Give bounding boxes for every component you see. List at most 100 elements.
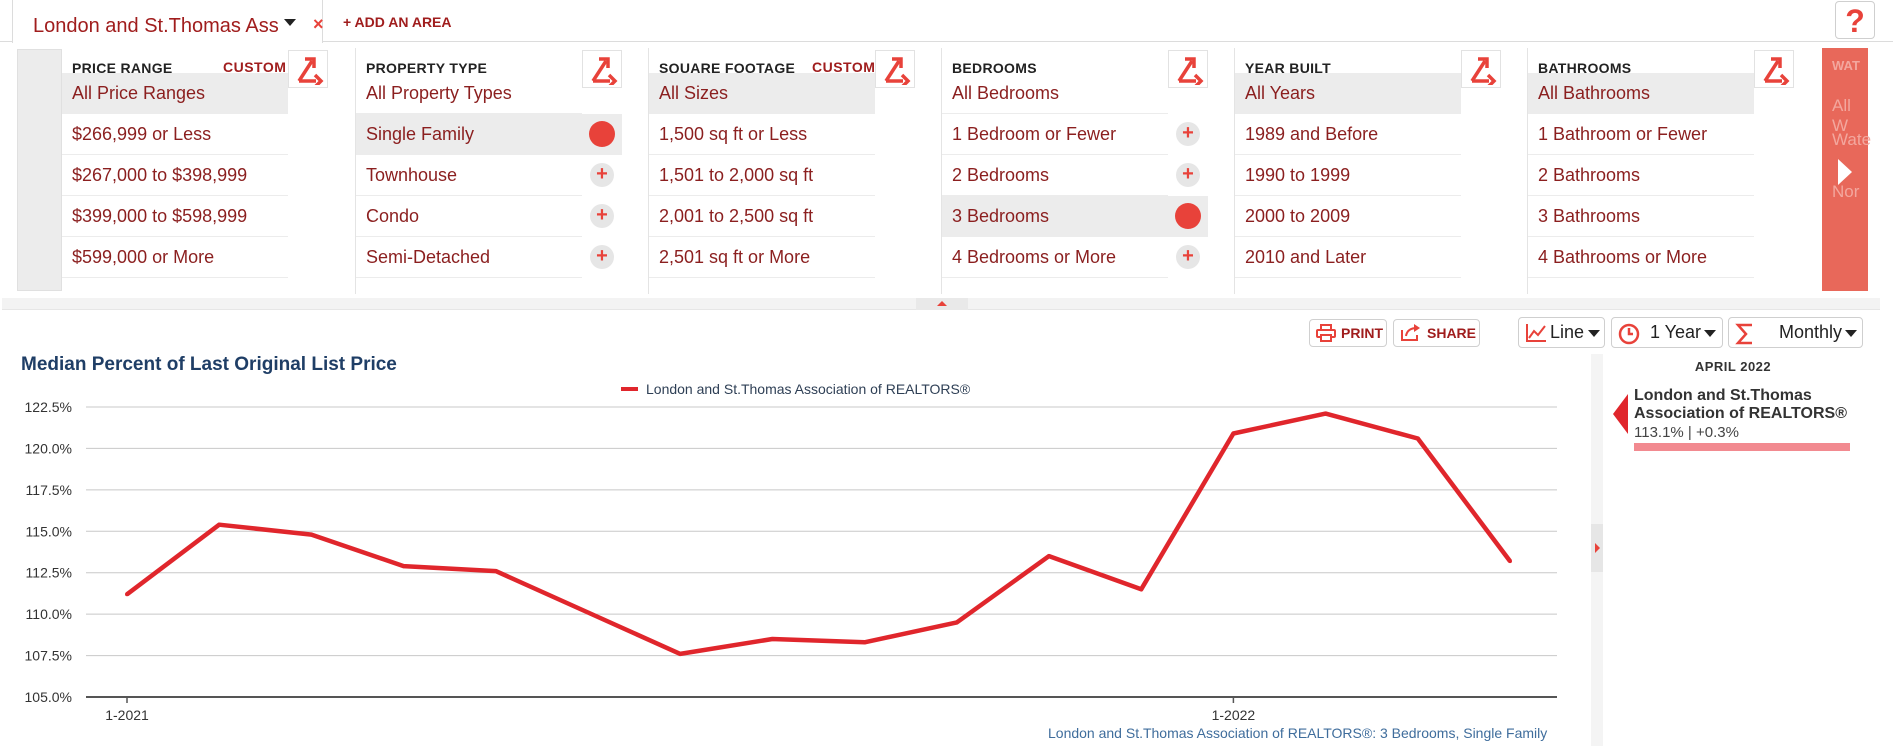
- filter-mode-toggle[interactable]: [1168, 50, 1208, 88]
- more-filters-next-button[interactable]: WAT All W Wate Nor: [1822, 48, 1871, 291]
- side-panel-divider: [1591, 354, 1603, 746]
- filter-heading: PROPERTY TYPE: [366, 60, 488, 76]
- split-arrow-icon: [1763, 57, 1790, 85]
- data-point: [1415, 436, 1420, 441]
- filter-option[interactable]: 1 Bathroom or Fewer: [1528, 114, 1754, 155]
- data-point: [493, 569, 498, 574]
- filter-option[interactable]: 2000 to 2009: [1235, 196, 1461, 237]
- split-arrow-icon: [591, 57, 618, 85]
- filter-option[interactable]: 2 Bathrooms: [1528, 155, 1754, 196]
- area-tab-label[interactable]: London and St.Thomas Association of REAL…: [33, 15, 278, 37]
- chart-type-select[interactable]: Line: [1518, 317, 1605, 348]
- share-label: SHARE: [1427, 325, 1477, 341]
- filter-option[interactable]: 4 Bedrooms or More: [942, 237, 1168, 278]
- close-area-icon[interactable]: ×: [313, 14, 324, 34]
- filter-mode-toggle[interactable]: [582, 50, 622, 88]
- compare-add-icon[interactable]: +: [1176, 163, 1200, 187]
- filter-option[interactable]: 2,501 sq ft or More: [649, 237, 875, 278]
- filter-option[interactable]: Single Family: [356, 114, 582, 155]
- filter-option[interactable]: 1 Bedroom or Fewer: [942, 114, 1168, 155]
- filter-option[interactable]: 3 Bathrooms: [1528, 196, 1754, 237]
- filter-mode-toggle[interactable]: [1461, 50, 1501, 88]
- print-label: PRINT: [1341, 325, 1383, 341]
- filter-mode-toggle[interactable]: [875, 50, 915, 88]
- chevron-right-icon: [1595, 543, 1600, 553]
- compare-add-icon[interactable]: +: [1176, 245, 1200, 269]
- data-point: [309, 532, 314, 537]
- filter-option[interactable]: 2,001 to 2,500 sq ft: [649, 196, 875, 237]
- filter-column-bathrooms: BATHROOMS All Bathrooms 1 Bathroom or Fewe…: [1527, 48, 1817, 294]
- data-point: [862, 640, 867, 645]
- filter-option[interactable]: Condo: [356, 196, 582, 237]
- line-chart-icon: [1526, 324, 1546, 342]
- area-dropdown-icon[interactable]: [284, 19, 296, 26]
- filter-panel-left-handle[interactable]: [17, 49, 62, 291]
- filter-option[interactable]: $399,000 to $598,999: [62, 196, 288, 237]
- line-chart: 105.0% 107.5% 110.0% 112.5% 115.0% 117.5% 120.…: [25, 381, 1557, 723]
- filter-mode-toggle[interactable]: [1754, 50, 1794, 88]
- compare-add-cell: +: [1168, 237, 1208, 278]
- split-arrow-icon: [884, 57, 911, 85]
- filter-column-bedrooms: BEDROOMS All Bedrooms 1 Bedroom or Fewer +2…: [941, 48, 1231, 294]
- split-arrow-icon: [1470, 57, 1497, 85]
- frequency-select[interactable]: Monthly: [1728, 317, 1863, 348]
- filter-option[interactable]: 1989 and Before: [1235, 114, 1461, 155]
- filter-option[interactable]: 1990 to 1999: [1235, 155, 1461, 196]
- filter-option[interactable]: 1,500 sq ft or Less: [649, 114, 875, 155]
- custom-range-link[interactable]: CUSTOM: [812, 59, 876, 75]
- filter-mode-toggle[interactable]: [288, 50, 328, 88]
- filter-option[interactable]: 2010 and Later: [1235, 237, 1461, 278]
- filter-option[interactable]: All Price Ranges: [62, 73, 288, 114]
- filter-option[interactable]: All Property Types: [356, 73, 582, 114]
- collapse-panel-button[interactable]: [916, 298, 968, 310]
- filter-heading: BEDROOMS: [952, 60, 1037, 76]
- filter-option[interactable]: All Years: [1235, 73, 1461, 114]
- y-tick-label: 122.5%: [25, 399, 72, 415]
- chevron-up-icon: [937, 301, 947, 306]
- filter-column-sqft: SQUARE FOOTAGE CUSTOM All Sizes 1,500 sq ft…: [648, 48, 938, 294]
- share-icon: [1401, 324, 1420, 341]
- filter-option[interactable]: All Bathrooms: [1528, 73, 1754, 114]
- filter-option[interactable]: 2 Bedrooms: [942, 155, 1168, 196]
- filter-heading: SQUARE FOOTAGE: [659, 60, 796, 76]
- compare-add-icon[interactable]: +: [590, 245, 614, 269]
- compare-add-icon[interactable]: +: [590, 163, 614, 187]
- pointer-icon: [1613, 394, 1628, 434]
- compare-add-icon[interactable]: +: [590, 204, 614, 228]
- print-button[interactable]: PRINT: [1309, 319, 1387, 347]
- compare-selected-icon[interactable]: [589, 121, 615, 147]
- filter-option[interactable]: Semi-Detached: [356, 237, 582, 278]
- area-tab[interactable]: London and St.Thomas Association of REAL…: [12, 0, 324, 43]
- filter-option[interactable]: 1,501 to 2,000 sq ft: [649, 155, 875, 196]
- filter-option[interactable]: $267,000 to $398,999: [62, 155, 288, 196]
- compare-selected-icon[interactable]: [1175, 203, 1201, 229]
- compare-add-icon[interactable]: +: [1176, 122, 1200, 146]
- filter-column-year: YEAR BUILT All Years 1989 and Before 1990 t…: [1234, 48, 1524, 294]
- more-filters-heading: WAT: [1832, 58, 1860, 73]
- y-tick-label: 117.5%: [26, 482, 72, 498]
- chevron-down-icon: [1704, 330, 1716, 337]
- y-tick-label: 112.5%: [26, 565, 72, 581]
- chevron-right-icon: [1838, 159, 1852, 185]
- share-button[interactable]: SHARE: [1393, 319, 1480, 347]
- compare-add-cell: +: [1168, 114, 1208, 155]
- side-series-value: 113.1% | +0.3%: [1634, 424, 1739, 441]
- filter-option[interactable]: $266,999 or Less: [62, 114, 288, 155]
- filter-column-property: PROPERTY TYPE All Property Types Single Fa…: [355, 48, 645, 294]
- filter-option[interactable]: Townhouse: [356, 155, 582, 196]
- help-button[interactable]: ?: [1835, 1, 1875, 39]
- filter-option[interactable]: 3 Bedrooms: [942, 196, 1168, 237]
- filter-option[interactable]: All Sizes: [649, 73, 875, 114]
- side-series-name: London and St.Thomas Association of REAL…: [1634, 387, 1847, 422]
- series-line: [125, 411, 1512, 657]
- filter-option[interactable]: $599,000 or More: [62, 237, 288, 278]
- split-arrow-icon: [1177, 57, 1204, 85]
- custom-range-link[interactable]: CUSTOM: [223, 59, 287, 75]
- filter-option[interactable]: 4 Bathrooms or More: [1528, 237, 1754, 278]
- add-area-button[interactable]: + ADD AN AREA: [343, 14, 452, 30]
- period-select[interactable]: 1 Year: [1611, 317, 1723, 348]
- filter-option[interactable]: All Bedrooms: [942, 73, 1168, 114]
- chevron-down-icon: [1588, 330, 1600, 337]
- expand-side-panel-button[interactable]: [1591, 524, 1603, 572]
- period-value: 1 Year: [1650, 322, 1702, 342]
